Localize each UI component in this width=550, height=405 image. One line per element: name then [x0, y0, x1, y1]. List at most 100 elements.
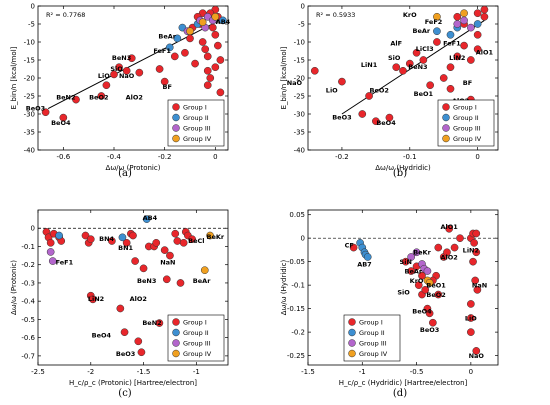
y-tick-label: -5	[298, 21, 305, 29]
legend-label: Group I	[359, 319, 383, 327]
y-axis-label: E_bin/n [kcal/mol]	[280, 46, 288, 109]
data-point	[211, 30, 220, 39]
point-label: AB4	[216, 18, 231, 26]
panel-sublabel: (d)	[393, 388, 407, 399]
point-label: LiN1	[361, 61, 378, 69]
data-point	[173, 34, 182, 43]
data-point	[152, 238, 161, 247]
point-label: BF	[162, 83, 171, 91]
legend-marker	[348, 328, 356, 337]
x-tick-label: -0.1	[403, 153, 417, 161]
y-tick-label: 0	[301, 235, 305, 243]
y-tick-label: -20	[24, 75, 35, 83]
data-point	[203, 81, 212, 90]
point-label: BeN2	[142, 319, 161, 327]
y-tick-label: -10	[294, 39, 305, 47]
data-point	[450, 243, 459, 252]
y-tick-label: -40	[24, 147, 35, 155]
data-point	[412, 248, 421, 257]
point-label: BeN2	[56, 94, 75, 102]
point-label: SiO	[388, 54, 401, 62]
point-label: BeKr	[413, 249, 431, 257]
data-point	[115, 63, 123, 72]
data-point	[412, 48, 421, 57]
x-tick-label: -1	[193, 368, 200, 376]
data-point	[127, 54, 136, 63]
data-point	[426, 81, 434, 90]
point-label: LiO	[465, 314, 477, 322]
y-tick-label: -25	[24, 93, 35, 101]
panel-sublabel: (c)	[118, 388, 132, 399]
data-point	[122, 66, 131, 75]
data-point	[110, 70, 118, 79]
chart-panel-1: -0.6 -0.4 -0.2 0 -40 -35 -30 -25 -20 -15 -10 -5 0 Δω/…	[10, 3, 231, 180]
point-label: BN1	[118, 244, 133, 252]
data-point	[102, 81, 111, 90]
point-label: BeAr	[158, 32, 176, 40]
y-tick-label: -20	[294, 75, 305, 83]
data-point	[429, 318, 437, 327]
data-point	[443, 248, 451, 257]
x-tick-label: 0	[469, 368, 473, 376]
y-tick-label: -0.3	[21, 279, 35, 287]
point-label: SiO	[110, 65, 123, 73]
point-label: NaN	[160, 259, 175, 267]
x-axis-label: H_c/ρ_c (Hydridic) [Hartree/electron]	[339, 379, 468, 387]
data-point	[135, 68, 144, 77]
data-point	[445, 224, 453, 233]
point-label: BeN3	[137, 277, 156, 285]
y-tick-label: -0.05	[287, 258, 305, 266]
data-point	[155, 319, 164, 327]
y-axis-label: Δω/ω (Protonic)	[10, 260, 18, 315]
data-point	[473, 20, 482, 28]
legend-label: Group I	[183, 104, 207, 112]
y-tick-label: -30	[294, 111, 305, 119]
data-point	[171, 229, 180, 238]
data-point	[211, 63, 220, 72]
data-point	[472, 347, 481, 355]
point-label: BeAr	[405, 267, 423, 275]
data-point	[419, 56, 428, 64]
data-point	[467, 56, 475, 64]
plot-frame	[307, 209, 499, 366]
panel-sublabel: (a)	[118, 168, 132, 179]
point-label: BeO3	[116, 350, 135, 358]
point-label: BeN3	[112, 54, 131, 62]
data-point	[467, 300, 475, 308]
x-tick-label: -0.2	[158, 153, 172, 161]
point-label: BeO3	[420, 326, 439, 334]
chart-panel-3: -2.5 -2 -1.5 -1 -0.7 -0.6 -0.5 -0.4 -0.3 -0.2 -0.1…	[10, 209, 229, 399]
point-label: NaO	[119, 72, 135, 80]
legend-label: Group II	[359, 329, 385, 337]
x-axis-label: H_c/ρ_c (Protonic) [Hartree/electron]	[69, 379, 197, 387]
legend-marker	[348, 349, 356, 358]
data-point	[480, 12, 489, 21]
legend-marker	[172, 134, 180, 143]
y-tick-label: -0.15	[287, 305, 305, 313]
chart-panel-2: -0.2 -0.1 0 -40 -35 -30 -25 -20 -15 -10 -5 0 Δω/ω (H…	[280, 3, 499, 179]
y-tick-label: -25	[294, 93, 305, 101]
data-point	[214, 41, 222, 50]
y-tick-label: -0.7	[21, 352, 35, 360]
point-label: BeCl	[188, 237, 204, 245]
x-tick-label: -1.5	[137, 368, 151, 376]
legend-label: Group III	[183, 125, 211, 133]
x-tick-label: 0	[475, 153, 479, 161]
data-point	[446, 30, 455, 39]
legend-marker	[442, 113, 450, 122]
y-tick-label: -15	[294, 57, 305, 65]
data-point	[399, 66, 407, 75]
point-label: BeAr	[193, 277, 211, 285]
point-label: BeO2	[370, 86, 389, 94]
point-label: KrO	[403, 11, 417, 19]
legend-label: Group I	[183, 319, 207, 327]
data-point	[385, 113, 394, 122]
point-label: BeO3	[26, 104, 45, 112]
data-point	[446, 63, 455, 72]
data-point	[421, 285, 430, 294]
data-point	[108, 237, 116, 245]
r-squared-annotation: R² = 0.5933	[316, 11, 355, 19]
y-tick-label: -0.2	[291, 329, 305, 337]
x-tick-label: 0	[213, 153, 217, 161]
x-tick-label: -0.2	[335, 153, 349, 161]
